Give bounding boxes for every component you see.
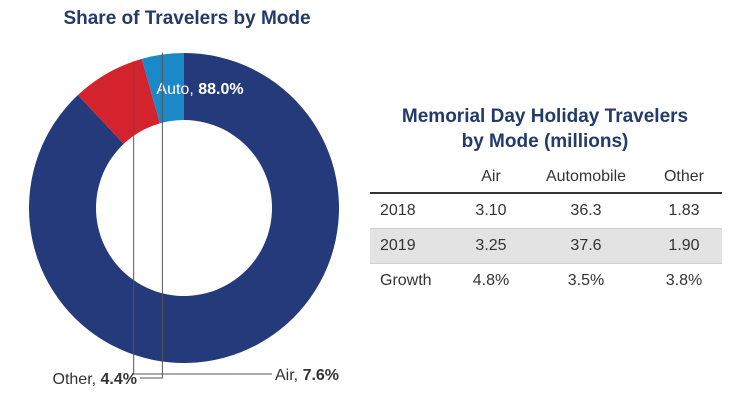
row-label: Growth	[380, 272, 432, 289]
header-automobile: Automobile	[526, 162, 646, 194]
table-header-row: Air Automobile Other	[370, 162, 722, 194]
table-row-2019: 2019 3.25 37.6 1.90	[370, 228, 722, 264]
table-title-line-2: by Mode (millions)	[461, 131, 629, 152]
air-leader-line	[133, 63, 272, 375]
cell-automobile: 3.5%	[567, 272, 605, 289]
cell-air: 3.10	[456, 193, 526, 229]
donut-chart-title: Share of Travelers by Mode	[63, 8, 311, 29]
air-label: Air, 7.6%	[275, 367, 339, 384]
cell-air: 3.25	[456, 228, 526, 264]
cell-automobile: 37.6	[526, 228, 646, 264]
other-leader-line	[140, 52, 163, 379]
air-label-value: 7.6%	[303, 367, 339, 384]
cell-automobile: 36.3	[526, 193, 646, 229]
air-label-name: Air,	[275, 367, 303, 384]
header-other: Other	[646, 162, 722, 194]
row-label: 2018	[370, 193, 456, 229]
cell-other: 1.83	[646, 193, 722, 229]
donut-slice-air	[77, 58, 160, 144]
table-row-2018: 2018 3.10 36.3 1.83	[370, 193, 722, 229]
row-label: 2019	[370, 228, 456, 264]
cell-air: 4.8%	[472, 272, 510, 289]
donut-chart: Auto, 88.0% Air, 7.6% Other, 4.4%	[28, 52, 339, 388]
travelers-table: Air Automobile Other 2018 3.10 36.3 1.83…	[370, 162, 722, 298]
other-label: Other, 4.4%	[53, 371, 138, 388]
other-label-value: 4.4%	[101, 371, 137, 388]
header-air: Air	[456, 162, 526, 194]
other-label-name: Other,	[53, 371, 101, 388]
table-title: Memorial Day Holiday Travelers by Mode (…	[360, 104, 730, 154]
table-title-line-1: Memorial Day Holiday Travelers	[401, 106, 689, 127]
header-empty	[370, 162, 456, 194]
cell-other: 3.8%	[665, 272, 703, 289]
auto-label-name: Auto,	[156, 81, 198, 98]
table-row-growth: Growth 4.8% 3.5% 3.8%	[370, 264, 722, 299]
auto-label-value: 88.0%	[198, 81, 243, 98]
auto-label: Auto, 88.0%	[156, 81, 243, 98]
donut-slice-auto	[28, 53, 339, 363]
cell-other: 1.90	[646, 228, 722, 264]
